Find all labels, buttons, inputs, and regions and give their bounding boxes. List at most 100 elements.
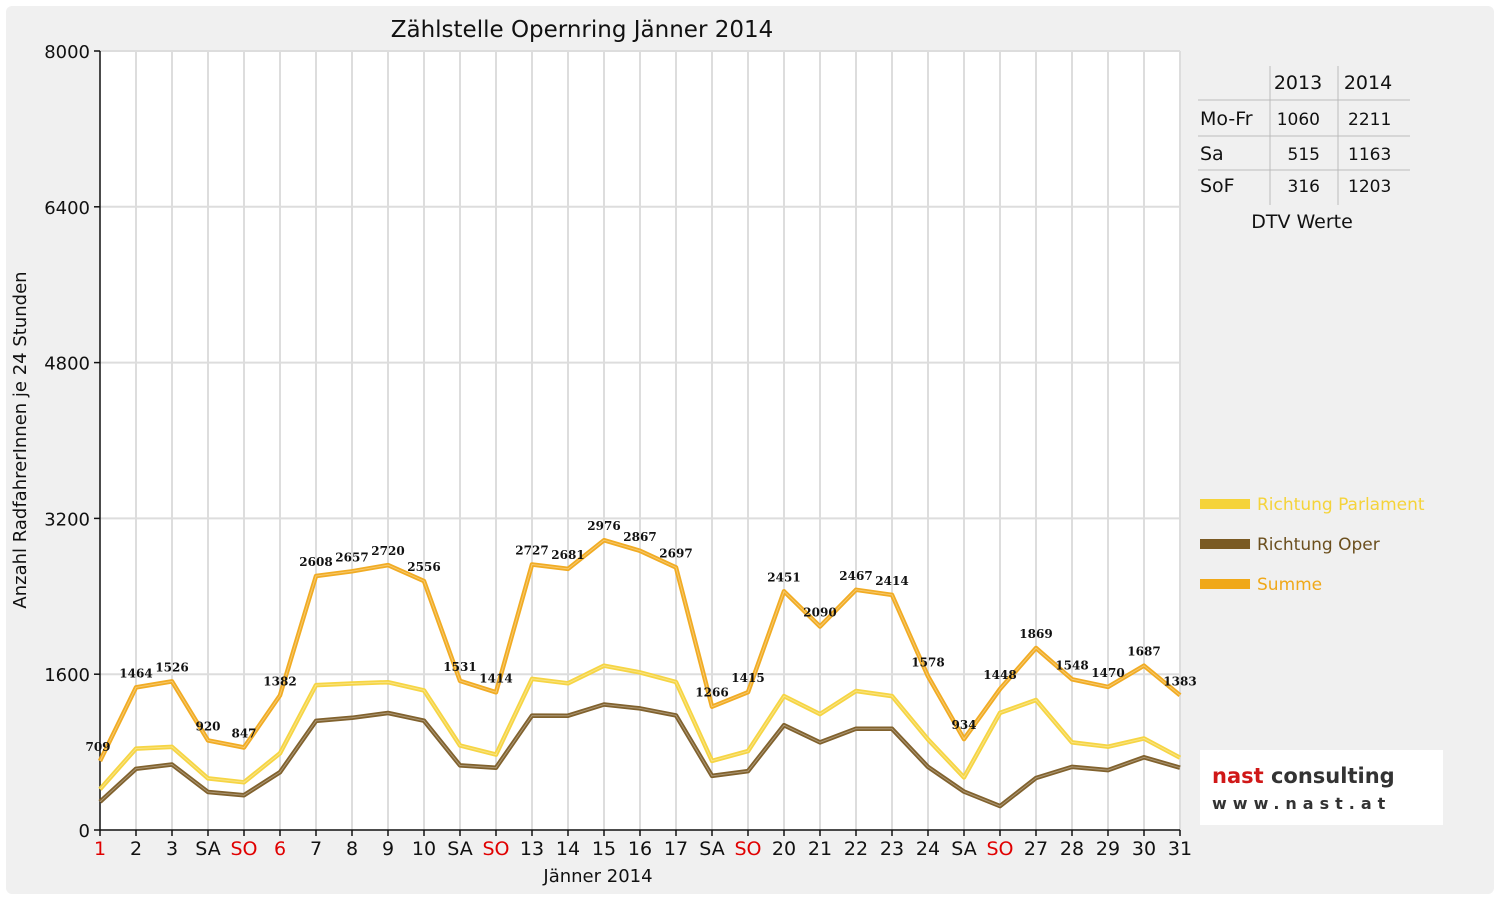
data-label: 2681 <box>551 548 584 562</box>
series-line-3 <box>97 537 1182 762</box>
x-tick-label: 27 <box>1024 838 1048 860</box>
data-label: 2727 <box>515 543 548 557</box>
data-label: 1470 <box>1091 666 1124 680</box>
data-label: 1383 <box>1163 674 1196 688</box>
table-cell: 515 <box>1288 145 1320 165</box>
dtv-table: 2013 2014 Mo-Fr 1060 2211 Sa 515 1163 So… <box>1198 66 1410 233</box>
table-cell: 1163 <box>1348 145 1391 165</box>
x-tick-label: 7 <box>310 838 322 860</box>
x-tick-label: SO <box>734 838 761 860</box>
y-tick-label: 3200 <box>44 509 90 530</box>
x-tick-label: 15 <box>592 838 616 860</box>
table-header-2013: 2013 <box>1274 72 1322 94</box>
table-caption: DTV Werte <box>1251 211 1353 233</box>
data-label: 1869 <box>1019 627 1052 641</box>
grid <box>100 50 1181 830</box>
x-tick-label: 28 <box>1060 838 1084 860</box>
x-tick-label: 8 <box>346 838 358 860</box>
data-label: 1382 <box>263 674 296 688</box>
y-tick-label: 6400 <box>44 198 90 219</box>
table-row-label: Mo-Fr <box>1200 108 1253 130</box>
company-logo: nast consulting www.nast.at <box>1200 750 1443 825</box>
x-tick-label: 2 <box>130 838 142 860</box>
x-tick-label: 24 <box>916 838 940 860</box>
data-label: 2608 <box>299 555 332 569</box>
data-label: 2867 <box>623 530 656 544</box>
x-tick-label: 3 <box>166 838 178 860</box>
table-row-label: SoF <box>1200 175 1235 197</box>
x-tick-label: 16 <box>628 838 652 860</box>
logo-wordmark: nast consulting <box>1212 764 1395 788</box>
x-tick-label: SO <box>482 838 509 860</box>
x-tick-label: SA <box>699 838 724 860</box>
x-tick-label: 30 <box>1132 838 1156 860</box>
data-label: 1415 <box>731 671 764 685</box>
series-line-1 <box>98 663 1182 791</box>
data-label: 2451 <box>767 570 800 584</box>
data-label: 1526 <box>155 660 188 674</box>
x-tick-label: 31 <box>1168 838 1192 860</box>
data-label: 2090 <box>803 605 836 619</box>
table-row-label: Sa <box>1200 143 1224 165</box>
legend-swatch <box>1200 539 1250 549</box>
data-label: 2657 <box>335 550 368 564</box>
y-tick-label: 0 <box>79 821 90 842</box>
series-highlight-1 <box>99 665 1181 790</box>
legend-label: Summe <box>1257 575 1322 595</box>
logo-nast: nast <box>1212 764 1264 788</box>
x-tick-label: 29 <box>1096 838 1120 860</box>
data-label: 2467 <box>839 569 872 583</box>
data-label: 1548 <box>1055 658 1088 672</box>
data-label: 709 <box>85 740 110 754</box>
x-tick-label: SO <box>230 838 257 860</box>
x-tick-label: 17 <box>664 838 688 860</box>
legend-swatch <box>1200 499 1250 509</box>
data-label: 2414 <box>875 574 908 588</box>
series-highlight-2 <box>99 704 1181 807</box>
x-tick-label: 21 <box>808 838 832 860</box>
x-tick-label: SA <box>195 838 220 860</box>
x-tick-label: SO <box>986 838 1013 860</box>
data-label: 2556 <box>407 560 440 574</box>
data-label: 934 <box>951 718 976 732</box>
data-label: 1531 <box>443 660 476 674</box>
x-tick-label: 10 <box>412 838 436 860</box>
data-label: 2976 <box>587 519 620 533</box>
data-label: 2720 <box>371 544 404 558</box>
y-tick-label: 8000 <box>44 42 90 63</box>
data-label: 1448 <box>983 668 1016 682</box>
data-label: 1687 <box>1127 645 1160 659</box>
data-label: 847 <box>231 727 256 741</box>
logo-consulting: consulting <box>1263 764 1395 788</box>
legend-label: Richtung Oper <box>1257 535 1380 555</box>
data-label: 1578 <box>911 655 944 669</box>
table-header-2014: 2014 <box>1344 72 1392 94</box>
data-label: 2697 <box>659 546 692 560</box>
x-tick-label: SA <box>951 838 976 860</box>
y-axis-label: Anzahl RadfahrerInnen je 24 Stunden <box>10 271 31 608</box>
series-layer <box>97 537 1182 809</box>
y-tick-label: 1600 <box>44 665 90 686</box>
x-tick-label: 6 <box>274 838 286 860</box>
table-cell: 2211 <box>1348 110 1391 130</box>
table-cell: 316 <box>1288 177 1320 197</box>
data-label: 1464 <box>119 666 152 680</box>
logo-url: www.nast.at <box>1212 794 1392 813</box>
y-tick-label: 4800 <box>44 354 90 375</box>
x-tick-label: 20 <box>772 838 796 860</box>
chart-title: Zählstelle Opernring Jänner 2014 <box>391 17 774 43</box>
x-tick-label: 14 <box>556 838 580 860</box>
legend: Richtung Parlament Richtung Oper Summe <box>1200 495 1425 595</box>
series-highlight-3 <box>99 539 1181 762</box>
x-tick-label: 23 <box>880 838 904 860</box>
legend-swatch <box>1200 579 1250 589</box>
table-cell: 1060 <box>1277 110 1320 130</box>
x-tick-label: 9 <box>382 838 394 860</box>
x-axis-label: Jänner 2014 <box>542 866 652 887</box>
table-cell: 1203 <box>1348 177 1391 197</box>
x-tick-label: 13 <box>520 838 544 860</box>
x-tick-label: SA <box>447 838 472 860</box>
